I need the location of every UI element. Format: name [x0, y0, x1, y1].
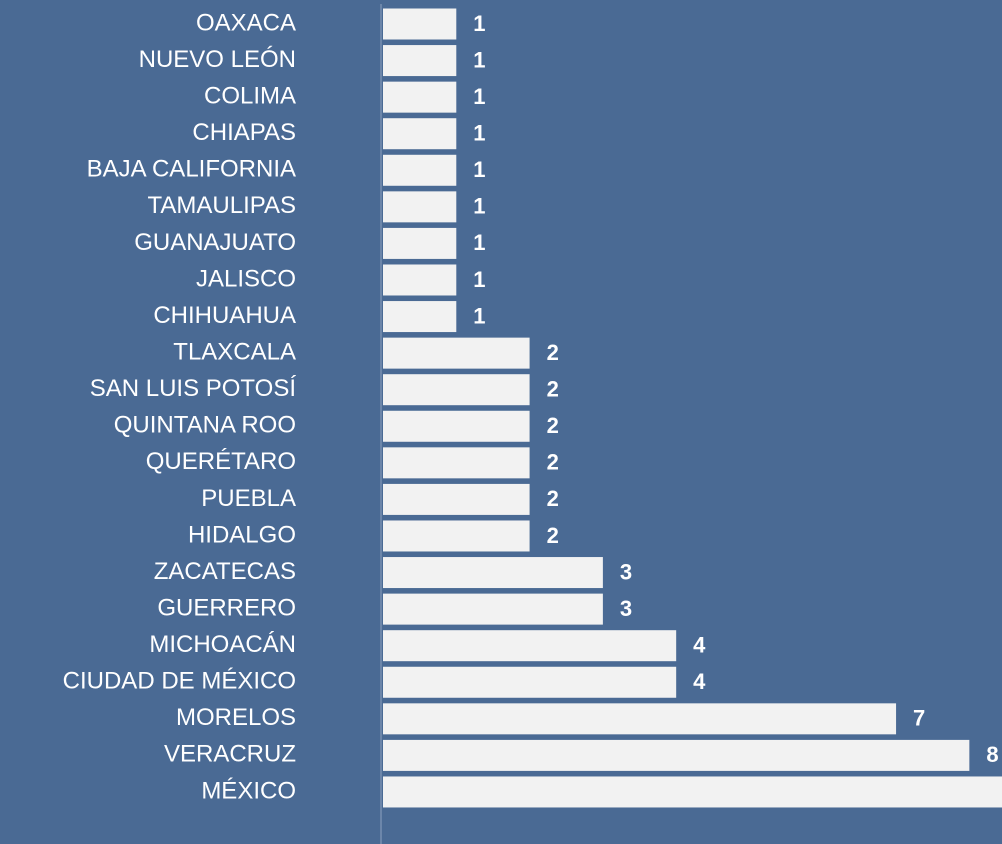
bar — [383, 227, 457, 259]
category-label: CHIHUAHUA — [153, 302, 296, 329]
category-label: COLIMA — [204, 82, 296, 109]
value-label: 4 — [693, 669, 706, 694]
value-label: 3 — [620, 596, 632, 621]
value-label: 1 — [473, 303, 485, 328]
value-label: 2 — [547, 450, 559, 475]
category-label: JALISCO — [196, 265, 296, 292]
value-label: 2 — [547, 413, 559, 438]
category-label: PUEBLA — [201, 485, 296, 512]
value-label: 1 — [473, 121, 485, 146]
category-label: CIUDAD DE MÉXICO — [63, 668, 296, 695]
value-label: 2 — [547, 486, 559, 511]
category-label: VERACRUZ — [164, 741, 296, 768]
bar — [383, 520, 530, 552]
category-label: MORELOS — [176, 704, 296, 731]
bar — [383, 337, 530, 369]
category-label: CHIAPAS — [192, 119, 296, 146]
category-label: TLAXCALA — [173, 338, 296, 365]
value-label: 2 — [547, 523, 559, 548]
category-label: MÉXICO — [201, 777, 296, 804]
bar — [383, 45, 457, 77]
category-label: ZACATECAS — [154, 558, 296, 585]
value-label: 2 — [547, 377, 559, 402]
bar — [383, 410, 530, 442]
value-label: 1 — [473, 11, 485, 36]
bar — [383, 447, 530, 479]
category-label: QUERÉTARO — [146, 448, 296, 475]
bar — [383, 8, 457, 40]
bar — [383, 264, 457, 296]
category-label: SAN LUIS POTOSÍ — [90, 375, 297, 402]
value-label: 3 — [620, 559, 632, 584]
category-label: NUEVO LEÓN — [139, 46, 296, 73]
bar — [383, 301, 457, 333]
value-label: 4 — [693, 633, 706, 658]
bar — [383, 776, 1002, 808]
category-label: QUINTANA ROO — [114, 412, 296, 439]
value-label: 1 — [473, 157, 485, 182]
bar — [383, 118, 457, 150]
category-label: GUERRERO — [157, 594, 296, 621]
value-label: 7 — [913, 706, 925, 731]
bar — [383, 703, 897, 735]
value-label: 1 — [473, 267, 485, 292]
bar — [383, 154, 457, 186]
value-label: 8 — [986, 742, 998, 767]
category-label: TAMAULIPAS — [148, 192, 296, 219]
category-label: GUANAJUATO — [134, 229, 296, 256]
bar — [383, 593, 603, 625]
bar — [383, 374, 530, 406]
bar — [383, 483, 530, 515]
category-label: HIDALGO — [188, 521, 296, 548]
value-label: 1 — [473, 84, 485, 109]
category-label: OAXACA — [196, 9, 296, 36]
value-label: 1 — [473, 230, 485, 255]
category-label: BAJA CALIFORNIA — [87, 156, 296, 183]
value-label: 1 — [473, 47, 485, 72]
bar — [383, 630, 677, 662]
category-label: MICHOACÁN — [149, 631, 296, 658]
bar — [383, 557, 603, 589]
value-label: 1 — [473, 194, 485, 219]
bar — [383, 739, 970, 771]
bar — [383, 81, 457, 113]
value-label: 2 — [547, 340, 559, 365]
bar — [383, 666, 677, 698]
bar — [383, 191, 457, 223]
